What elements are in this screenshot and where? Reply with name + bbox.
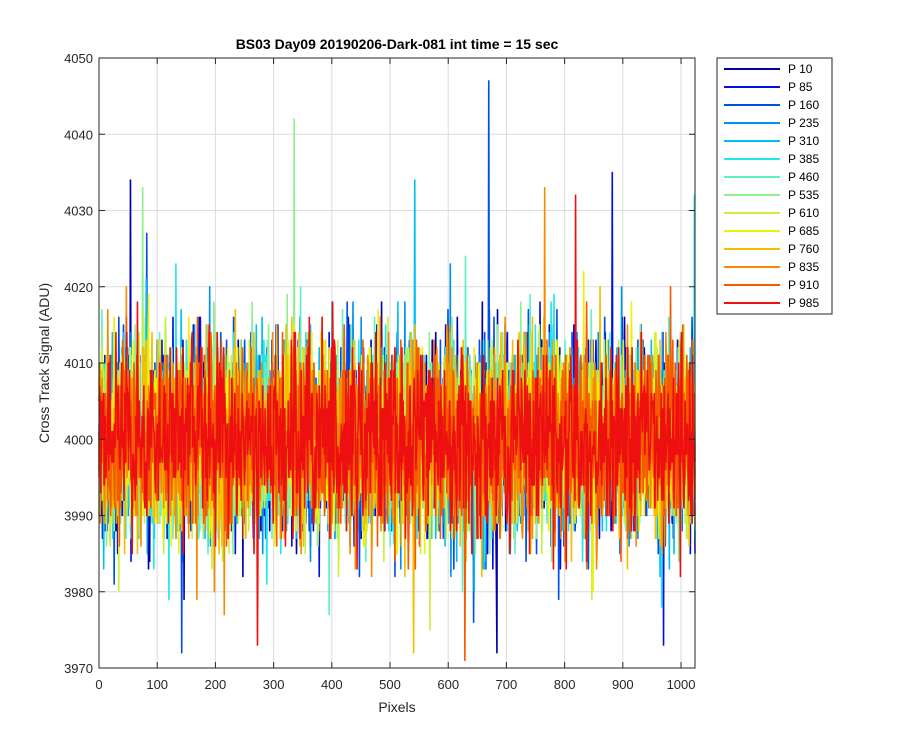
x-tick-label: 900	[612, 677, 634, 692]
legend-label: P 535	[788, 188, 819, 202]
y-tick-label: 3980	[64, 585, 93, 600]
x-axis-label: Pixels	[378, 699, 415, 715]
legend: P 10 P 85 P 160 P 235 P 310 P 385 P 460 P 535 P …	[716, 57, 833, 315]
y-tick-label: 3990	[64, 509, 93, 524]
x-tick-label: 100	[146, 677, 168, 692]
x-tick-label: 700	[496, 677, 518, 692]
legend-label: P 685	[788, 224, 819, 238]
x-tick-label: 200	[205, 677, 227, 692]
y-tick-label: 4010	[64, 356, 93, 371]
x-tick-label: 1000	[667, 677, 696, 692]
y-tick-label: 4050	[64, 51, 93, 66]
legend-label: P 910	[788, 278, 819, 292]
legend-label: P 760	[788, 242, 819, 256]
series-line-p985	[98, 194, 696, 646]
series-group	[98, 80, 696, 662]
axis-ticks: 0 100 200 300 400 500 600 700 800 900 1000 3970 3980…	[64, 51, 695, 692]
legend-label: P 85	[788, 80, 813, 94]
legend-label: P 235	[788, 116, 819, 130]
legend-label: P 610	[788, 206, 819, 220]
x-tick-label: 300	[263, 677, 285, 692]
x-tick-label: 800	[554, 677, 576, 692]
y-tick-label: 4000	[64, 432, 93, 447]
y-tick-label: 4040	[64, 127, 93, 142]
legend-label: P 310	[788, 134, 819, 148]
y-tick-label: 4020	[64, 280, 93, 295]
x-tick-label: 500	[379, 677, 401, 692]
legend-label: P 835	[788, 260, 819, 274]
chart-title: BS03 Day09 20190206-Dark-081 int time = …	[236, 36, 559, 52]
legend-label: P 160	[788, 98, 819, 112]
legend-box	[716, 57, 833, 315]
legend-label: P 985	[788, 296, 819, 310]
y-tick-label: 4030	[64, 204, 93, 219]
x-tick-label: 400	[321, 677, 343, 692]
y-tick-label: 3970	[64, 661, 93, 676]
legend-label: P 385	[788, 152, 819, 166]
x-tick-label: 600	[437, 677, 459, 692]
legend-label: P 10	[788, 62, 813, 76]
y-axis-label: Cross Track Signal (ADU)	[36, 283, 52, 443]
legend-label: P 460	[788, 170, 819, 184]
x-tick-label: 0	[95, 677, 102, 692]
series-line-p910	[98, 285, 696, 662]
